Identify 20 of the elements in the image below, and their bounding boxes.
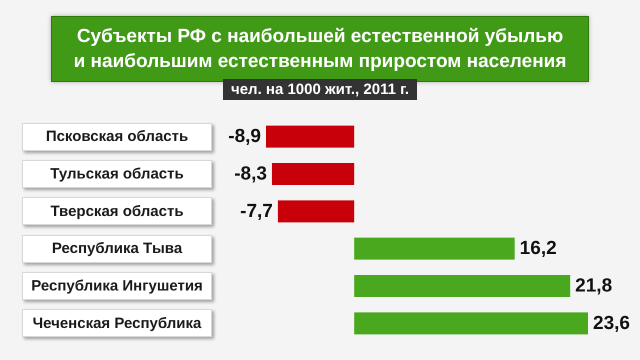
y-tick-label: Республика Тыва — [52, 240, 183, 258]
bar — [272, 163, 354, 185]
data-label: 21,8 — [575, 276, 612, 296]
data-label: -8,3 — [234, 164, 267, 184]
data-label: 16,2 — [520, 238, 557, 260]
y-tick-label: Псковская область — [46, 128, 188, 146]
y-tick-label: Тульская область — [50, 166, 184, 182]
y-tick-label: Чеченская Республика — [32, 314, 202, 332]
y-tick-label: Республика Ингушетия — [31, 278, 203, 294]
data-label: -7,7 — [240, 200, 273, 222]
data-label: -8,9 — [228, 126, 261, 148]
bar — [354, 238, 515, 260]
bar — [266, 126, 354, 148]
bar — [354, 312, 588, 334]
bar — [354, 275, 570, 297]
chart-title: Субъекты РФ с наибольшей естественной убылью и наибольшим естественным приростом населения — [74, 26, 566, 72]
chart-subtitle: чел. на 1000 жит., 2011 г. — [230, 81, 410, 98]
bar — [278, 200, 354, 222]
data-label: 23,6 — [593, 312, 630, 334]
y-tick-label: Тверская область — [50, 202, 184, 220]
